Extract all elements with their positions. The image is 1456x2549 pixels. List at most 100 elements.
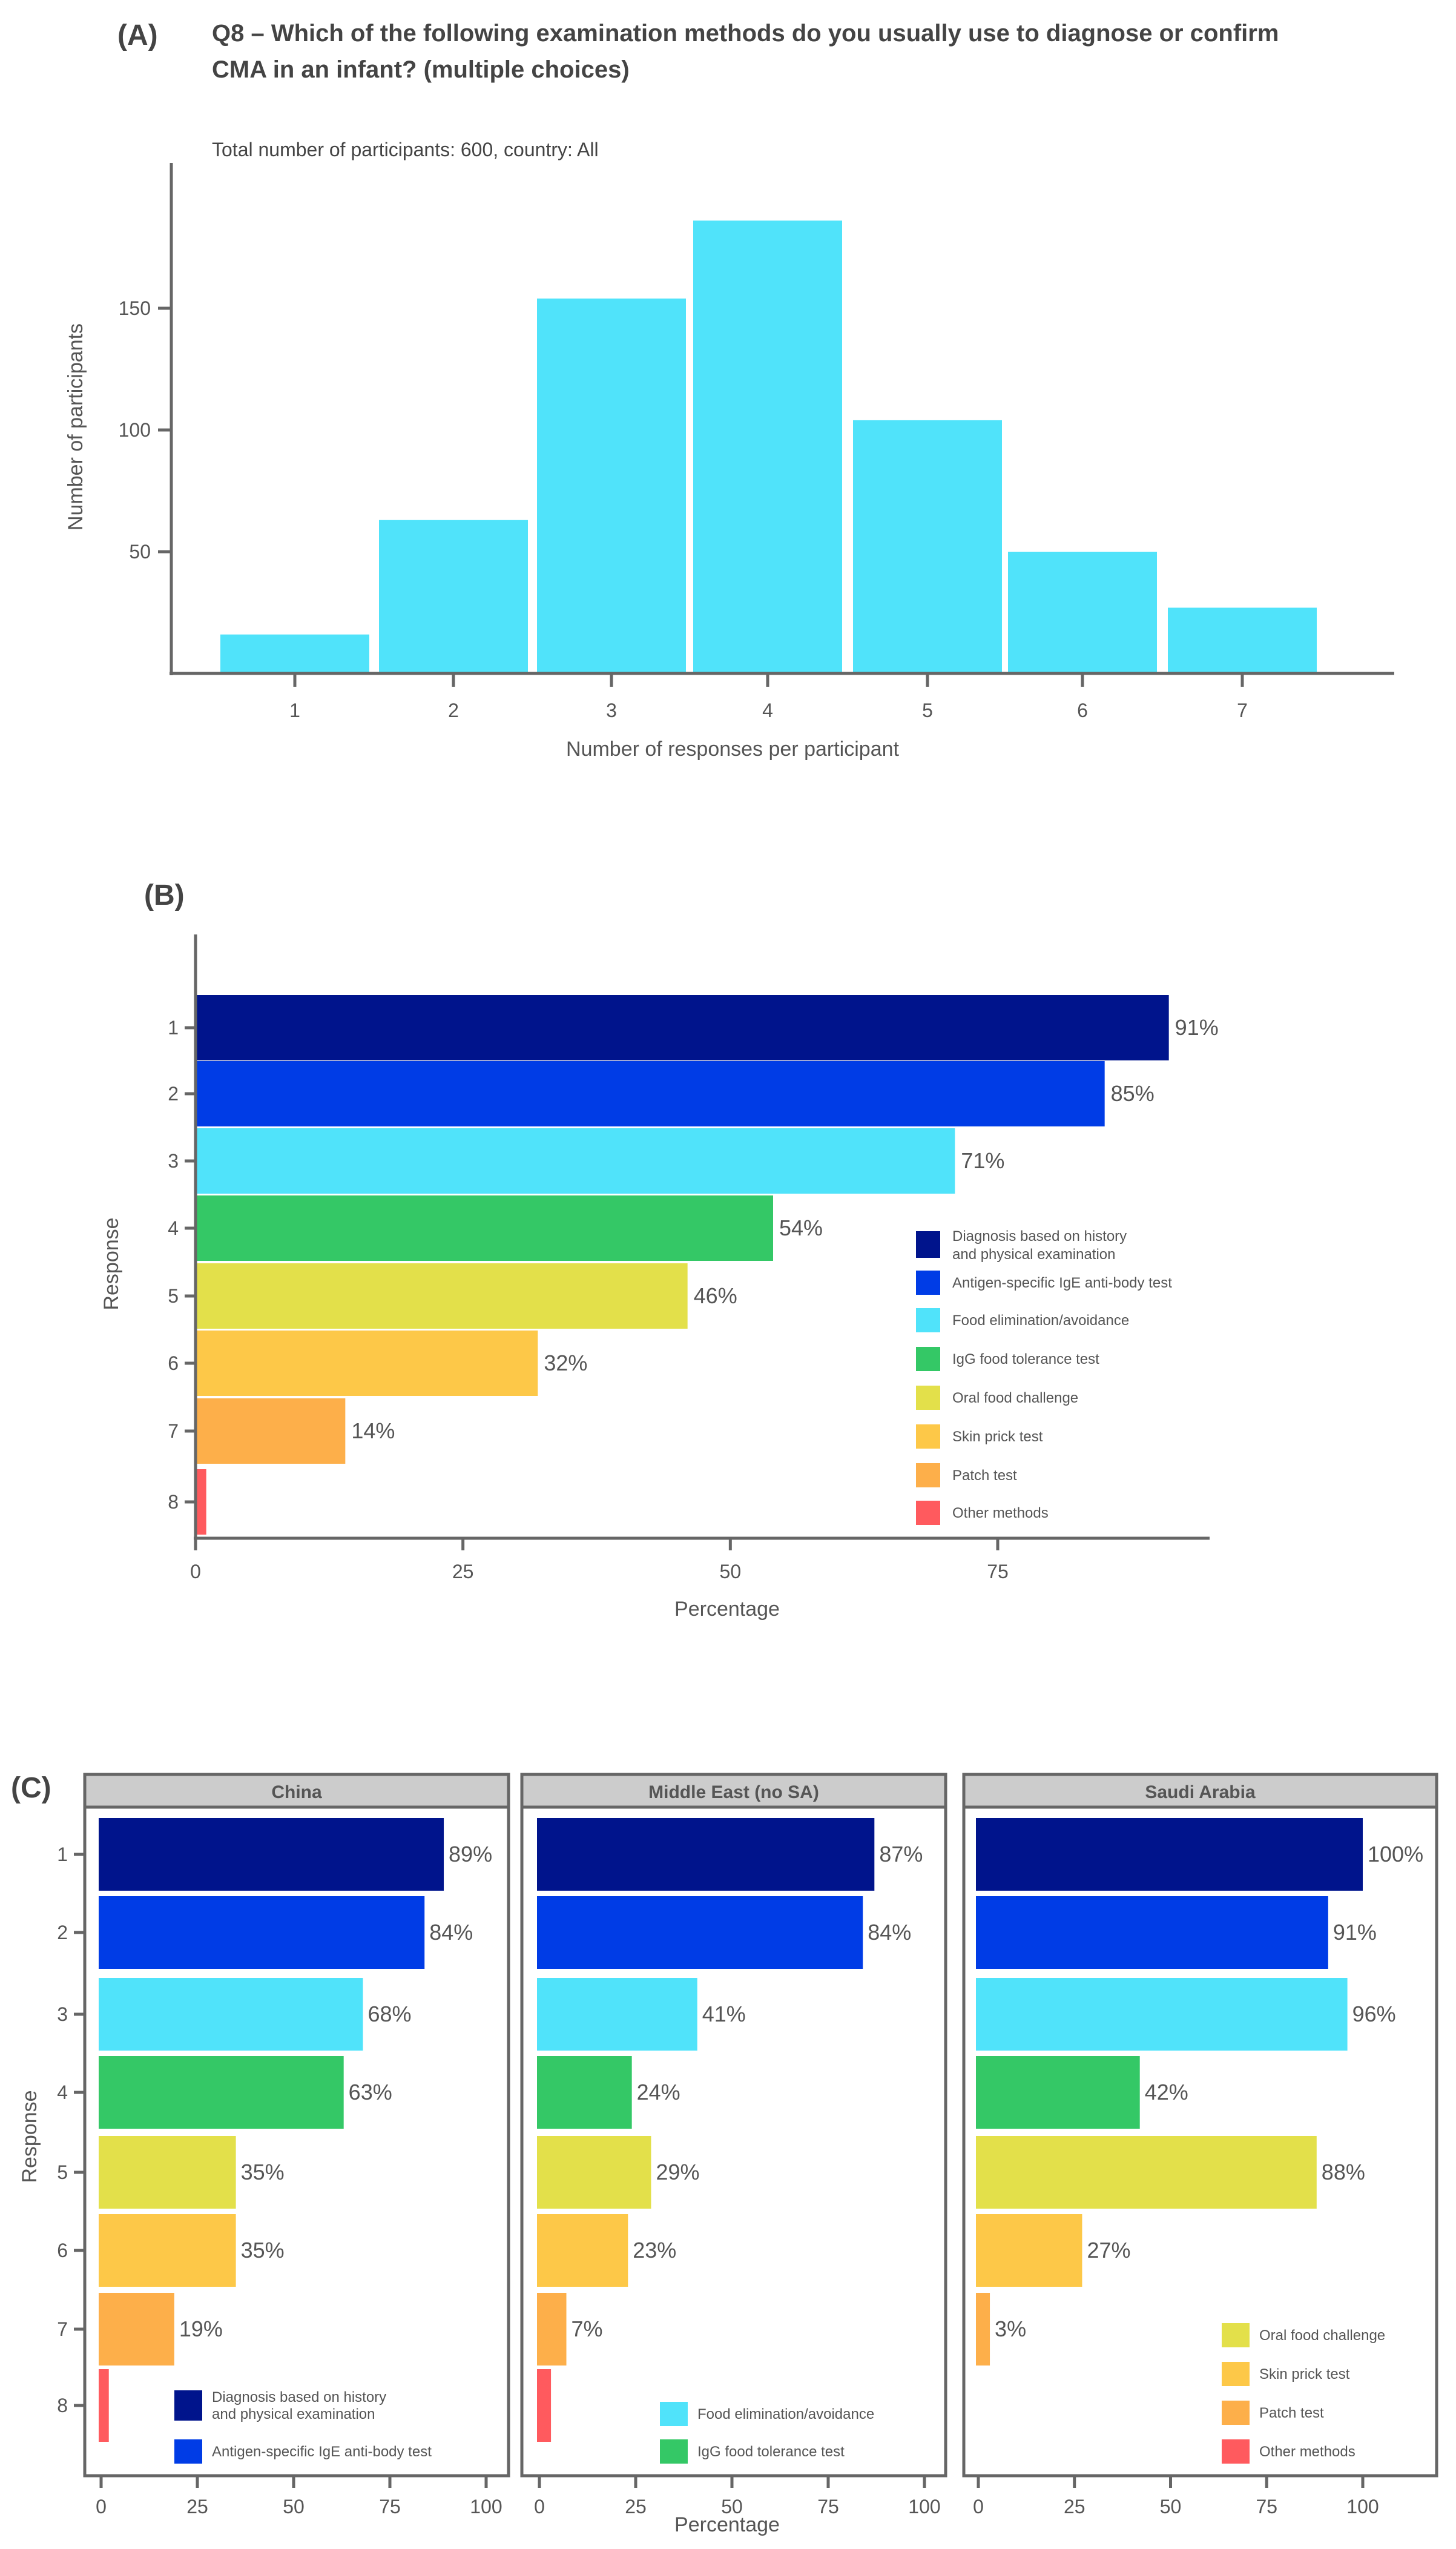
histogram-bar-1 — [220, 634, 369, 673]
legend-swatch-1 — [916, 1231, 940, 1258]
bar-label-response-7: 3% — [995, 2316, 1026, 2341]
x-tick-label-75: 75 — [1256, 2496, 1277, 2518]
x-tick-label-50: 50 — [720, 1561, 742, 1582]
panel-b: (B) Percentage Response 91% 85% 71% 54% 46% 3… — [100, 879, 1219, 1621]
bar-label-response-1: 100% — [1368, 1842, 1423, 1866]
bar-response-3 — [196, 1128, 955, 1194]
panel-b-letter: (B) — [144, 879, 185, 911]
x-tick-label-0: 0 — [190, 1561, 201, 1582]
legend-label-1: and physical examination — [212, 2406, 375, 2422]
bar-response-2 — [976, 1896, 1328, 1969]
bar-response-3 — [537, 1978, 697, 2051]
bar-response-4 — [537, 2056, 632, 2129]
bar-label-response-3: 96% — [1352, 2002, 1396, 2026]
facet-saudi-arabia: Saudi Arabia 100% 91% 96% 42% 88% 27% 3% 0 25 50 75… — [962, 1773, 1438, 2518]
facet-middle-east-no-sa: Middle East (no SA) 87% 84% 41% 24% 29% 23% 7% 0… — [520, 1773, 947, 2518]
legend-swatch-8 — [916, 1501, 940, 1525]
bar-response-1 — [537, 1818, 875, 1891]
x-tick-label-3: 3 — [606, 699, 617, 721]
panel-a-subtitle: Total number of participants: 600, count… — [212, 139, 599, 160]
bar-response-7 — [976, 2293, 990, 2366]
legend-label-6: Skin prick test — [952, 1429, 1043, 1445]
bar-response-3 — [99, 1978, 363, 2051]
histogram-bar-7 — [1168, 607, 1317, 673]
legend-swatch-3 — [916, 1308, 940, 1332]
x-tick-label-75: 75 — [817, 2496, 839, 2518]
x-tick-label-1: 1 — [289, 699, 300, 721]
x-tick-label-4: 4 — [762, 699, 773, 721]
legend-swatch-4 — [916, 1347, 940, 1371]
bar-label-response-5: 29% — [656, 2160, 699, 2184]
x-tick-label-6: 6 — [1077, 699, 1088, 721]
legend-swatch-6 — [1222, 2362, 1250, 2386]
bar-response-1 — [99, 1818, 444, 1891]
legend-label-4: IgG food tolerance test — [952, 1351, 1099, 1367]
legend-label-4: IgG food tolerance test — [697, 2444, 845, 2460]
bar-response-6 — [196, 1331, 538, 1396]
bar-label-response-7: 19% — [179, 2316, 223, 2341]
legend-label-6: Skin prick test — [1259, 2366, 1350, 2382]
x-tick-label-7: 7 — [1237, 699, 1248, 721]
panel-c: (C) Percentage Response China89%84%68%63… — [11, 1772, 1438, 2536]
legend-swatch-2 — [174, 2439, 202, 2464]
x-tick-label-0: 0 — [96, 2496, 107, 2518]
bar-response-7 — [99, 2293, 174, 2366]
legend-swatch-4 — [660, 2439, 688, 2464]
panel-a-plot: 50 100 150 1 2 3 4 5 6 7 — [119, 163, 1394, 721]
x-tick-label-2: 2 — [448, 699, 459, 721]
y-tick-label-6: 6 — [168, 1352, 179, 1374]
legend-label-8: Other methods — [1259, 2444, 1356, 2460]
y-tick-label-8: 8 — [168, 1491, 179, 1513]
histogram-bar-4 — [693, 220, 842, 673]
y-tick-label-5: 5 — [57, 2161, 68, 2183]
bar-response-4 — [99, 2056, 344, 2129]
bar-response-2 — [537, 1896, 863, 1969]
y-tick-label-4: 4 — [57, 2081, 68, 2103]
y-tick-label-1: 1 — [57, 1843, 68, 1865]
bar-label-response-3: 41% — [702, 2002, 746, 2026]
bar-response-7 — [196, 1398, 346, 1464]
bar-label-response-7: 14% — [351, 1418, 395, 1443]
bar-label-response-6: 35% — [241, 2238, 285, 2263]
bar-label-response-2: 91% — [1333, 1920, 1377, 1945]
histogram-bar-5 — [853, 420, 1002, 673]
panel-b-plot: 91% 85% 71% 54% 46% 32% 14% 1 2 3 4 5 6 7 8 0 25 50 75 Diag… — [168, 934, 1219, 1582]
panel-a-title-line-2: CMA in an infant? (multiple choices) — [212, 56, 630, 83]
legend-label-3: Food elimination/avoidance — [952, 1312, 1129, 1329]
bar-response-6 — [537, 2214, 628, 2287]
legend-swatch-6 — [916, 1424, 940, 1449]
legend-label-1: Diagnosis based on history — [952, 1228, 1127, 1245]
legend-swatch-7 — [1222, 2401, 1250, 2425]
bar-label-response-6: 27% — [1087, 2238, 1130, 2263]
legend-label-7: Patch test — [1259, 2405, 1324, 2421]
panel-b-x-axis-title: Percentage — [674, 1598, 780, 1621]
legend-swatch-5 — [916, 1386, 940, 1410]
bar-response-6 — [99, 2214, 236, 2287]
legend-swatch-8 — [1222, 2439, 1250, 2464]
histogram-bar-2 — [379, 520, 528, 673]
bar-response-4 — [196, 1195, 773, 1261]
facet-title: China — [271, 1782, 322, 1802]
y-tick-label-4: 4 — [168, 1217, 179, 1239]
bar-label-response-4: 54% — [779, 1215, 823, 1240]
bar-response-3 — [976, 1978, 1348, 2051]
x-tick-label-25: 25 — [186, 2496, 208, 2518]
bar-response-8 — [537, 2369, 552, 2442]
bar-label-response-2: 84% — [868, 1920, 911, 1945]
panel-a-x-axis-title: Number of responses per participant — [566, 738, 899, 761]
bar-label-response-5: 35% — [241, 2160, 285, 2184]
y-tick-label-3: 3 — [168, 1150, 179, 1172]
x-tick-label-100: 100 — [1346, 2496, 1379, 2518]
x-tick-label-25: 25 — [1064, 2496, 1085, 2518]
y-tick-label-5: 5 — [168, 1285, 179, 1307]
x-tick-label-50: 50 — [1160, 2496, 1182, 2518]
panel-b-y-axis-title: Response — [100, 1217, 123, 1310]
bar-response-4 — [976, 2056, 1140, 2129]
x-tick-label-5: 5 — [922, 699, 933, 721]
y-tick-label-150: 150 — [119, 297, 151, 319]
legend-label-5: Oral food challenge — [952, 1390, 1078, 1406]
y-tick-label-8: 8 — [57, 2395, 68, 2416]
x-tick-label-75: 75 — [379, 2496, 401, 2518]
y-tick-label-7: 7 — [57, 2318, 68, 2340]
